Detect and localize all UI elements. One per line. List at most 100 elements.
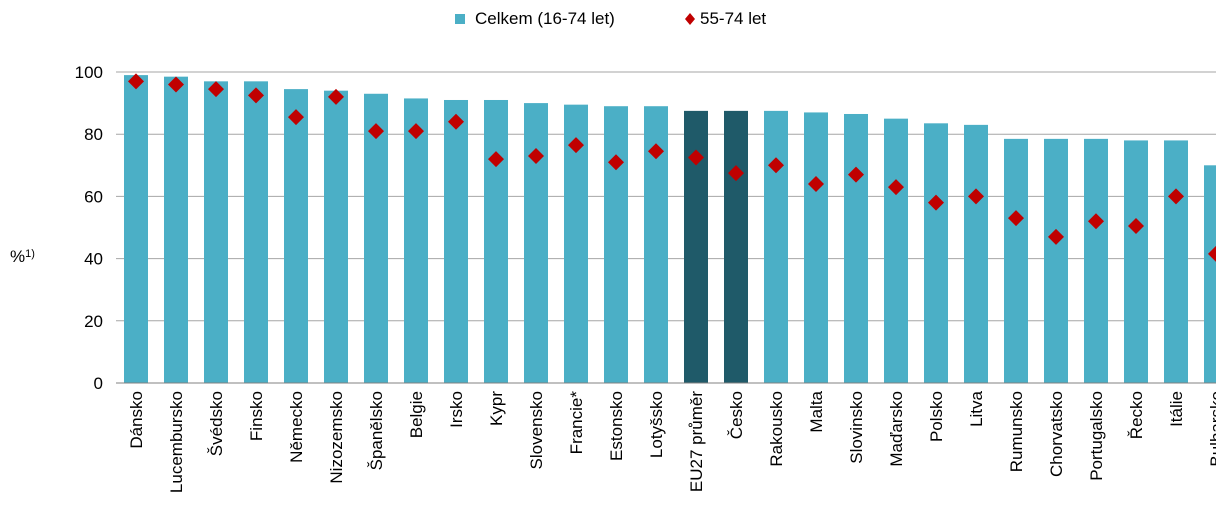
legend-label-older: 55-74 let (700, 9, 766, 28)
bar (724, 110, 748, 383)
marker (248, 87, 264, 104)
x-category-label: Chorvatsko (1047, 391, 1066, 477)
y-axis-footnote: 1) (25, 248, 35, 260)
svg-text:%1): %1) (10, 247, 35, 266)
x-category-label: Dánsko (127, 391, 146, 449)
bar (364, 93, 388, 384)
x-category-label: Španělsko (367, 391, 386, 470)
bar (244, 81, 268, 383)
marker (648, 143, 664, 160)
x-category-label: Belgie (407, 391, 426, 438)
bar (164, 76, 188, 383)
marker (568, 137, 584, 154)
bar (524, 103, 548, 383)
bar (844, 113, 868, 384)
bar (324, 90, 348, 383)
marker (808, 175, 824, 192)
marker (888, 179, 904, 196)
bar (404, 98, 428, 383)
marker (528, 147, 544, 164)
bar (1084, 138, 1108, 383)
x-category-label: Rumunsko (1007, 391, 1026, 472)
bar (444, 99, 468, 384)
bar (604, 106, 628, 384)
bar (1204, 165, 1216, 383)
x-category-label: EU27 průměr (687, 391, 706, 492)
bar (204, 81, 228, 383)
x-category-label: Kypr (487, 391, 506, 426)
legend: Celkem (16-74 let) 55-74 let (455, 9, 766, 28)
marker (728, 165, 744, 182)
y-tick-label: 100 (75, 63, 103, 82)
marker (168, 76, 184, 93)
x-category-label: Nizozemsko (327, 391, 346, 484)
x-category-label: Řecko (1127, 391, 1146, 439)
x-category-label: Estonsko (607, 391, 626, 461)
marker (328, 88, 344, 105)
bar (804, 112, 828, 384)
y-axis-ticks: 0 20 40 60 80 100 (75, 63, 103, 393)
x-category-label: Lucembursko (167, 391, 186, 493)
x-category-label: Slovensko (527, 391, 546, 469)
bars (124, 75, 1216, 384)
marker (1208, 245, 1216, 262)
marker (208, 81, 224, 98)
bar (1164, 140, 1188, 383)
bar (124, 75, 148, 384)
marker (768, 157, 784, 174)
y-tick-label: 80 (84, 125, 103, 144)
x-category-label: Francie* (567, 391, 586, 455)
x-category-label: Česko (727, 391, 746, 439)
marker (368, 123, 384, 140)
marker (128, 73, 144, 90)
marker (1008, 210, 1024, 227)
y-tick-label: 0 (94, 374, 103, 393)
marker (1128, 217, 1144, 234)
y-tick-label: 40 (84, 250, 103, 269)
x-category-label: Slovinsko (847, 391, 866, 464)
x-category-label: Německo (287, 391, 306, 463)
marker (608, 154, 624, 171)
x-category-label: Švédsko (207, 391, 226, 456)
marker (928, 194, 944, 211)
x-category-label: Irsko (447, 391, 466, 428)
bar (924, 123, 948, 383)
x-category-label: Litva (967, 390, 986, 426)
x-category-label: Finsko (247, 391, 266, 441)
marker (408, 123, 424, 140)
bar (884, 118, 908, 384)
x-category-label: Malta (807, 390, 826, 432)
legend-marker-swatch (685, 13, 695, 25)
y-tick-label: 20 (84, 312, 103, 331)
marker (1168, 188, 1184, 205)
marker (848, 166, 864, 183)
y-axis-unit: % (10, 247, 25, 266)
bar (1044, 138, 1068, 383)
marker (488, 151, 504, 168)
x-category-label: Rakousko (767, 391, 786, 467)
legend-bar-swatch (455, 14, 465, 24)
marker (288, 109, 304, 126)
markers (128, 73, 1216, 262)
marker (1088, 213, 1104, 230)
x-axis-labels: Dánsko Lucembursko Švédsko Finsko Německo Niz… (127, 390, 1216, 493)
bar (964, 124, 988, 384)
bar (484, 99, 508, 384)
x-category-label: Lotyšsko (647, 391, 666, 458)
x-category-label: Portugalsko (1087, 391, 1106, 481)
x-category-label: Itálie (1167, 391, 1186, 427)
marker (448, 113, 464, 130)
legend-label-total: Celkem (16-74 let) (475, 9, 615, 28)
x-category-label: Bulharsko (1207, 391, 1216, 467)
marker (968, 188, 984, 205)
bar (764, 110, 788, 383)
x-category-label: Polsko (927, 391, 946, 442)
bar (1004, 138, 1028, 383)
bar (284, 89, 308, 383)
y-axis-label: %1) (10, 247, 35, 266)
bar (1124, 140, 1148, 383)
x-category-label: Maďarsko (887, 391, 906, 467)
y-tick-label: 60 (84, 187, 103, 206)
marker (688, 149, 704, 166)
